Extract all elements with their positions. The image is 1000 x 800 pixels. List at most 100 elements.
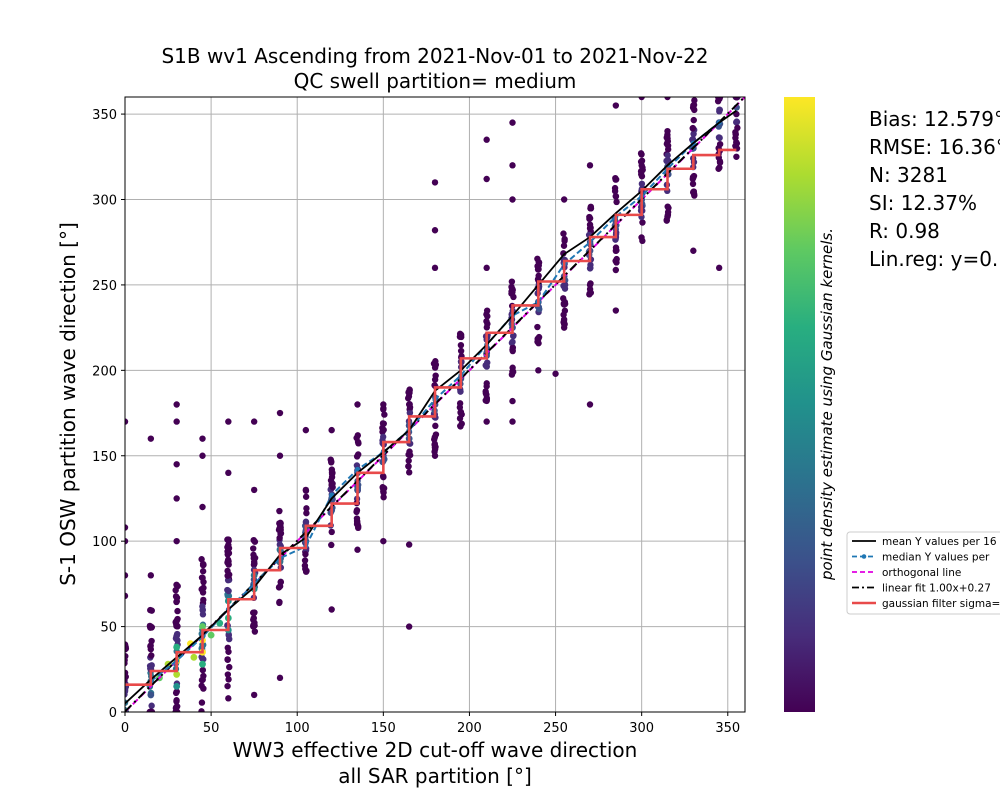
scatter-point	[148, 607, 155, 614]
scatter-point	[586, 281, 594, 289]
scatter-point	[733, 153, 740, 160]
x-tick-label: 250	[543, 721, 568, 736]
scatter-point	[457, 388, 464, 395]
scatter-point	[353, 508, 360, 516]
scatter-point	[716, 159, 724, 166]
scatter-point	[379, 472, 387, 480]
scatter-point	[250, 691, 258, 699]
y-tick-label: 100	[92, 535, 117, 550]
scatter-point	[405, 623, 413, 630]
scatter-point	[482, 362, 489, 369]
x-axis-label-line1: WW3 effective 2D cut-off wave direction	[233, 738, 638, 762]
scatter-point	[198, 574, 206, 581]
scatter-point	[125, 524, 129, 531]
gaussian-filter-line	[125, 148, 737, 686]
scatter-point	[637, 168, 645, 175]
scatter-point	[611, 184, 619, 192]
y-tick-label: 250	[92, 279, 117, 294]
scatter-point	[613, 255, 620, 263]
median-marker	[355, 466, 360, 472]
scatter-point	[431, 264, 439, 272]
scatter-point	[250, 555, 257, 562]
scatter-point	[536, 305, 543, 313]
x-tick-label: 300	[629, 721, 654, 736]
legend-box	[846, 531, 1000, 615]
scatter-point	[483, 175, 490, 183]
scatter-point	[664, 97, 671, 101]
scatter-point	[148, 708, 155, 712]
scatter-point	[431, 227, 439, 234]
chart-title: S1B wv1 Ascending from 2021-Nov-01 to 20…	[161, 44, 708, 68]
scatter-point	[431, 444, 439, 451]
scatter-point	[328, 469, 336, 476]
legend: mean Y values per 16 median Y values per o…	[846, 531, 1000, 615]
scatter-point	[690, 116, 697, 124]
scatter-point	[560, 316, 568, 323]
scatter-point	[354, 546, 361, 553]
legend-label: median Y values per	[882, 552, 990, 564]
scatter-point	[354, 401, 361, 408]
scatter-point	[716, 97, 724, 101]
scatter-point	[301, 557, 309, 564]
scatter-point	[224, 682, 231, 690]
scatter-point	[125, 537, 129, 545]
scatter-point	[552, 370, 559, 377]
scatter-point	[560, 311, 567, 318]
y-tick-label: 50	[100, 621, 117, 636]
scatter-point	[639, 219, 646, 226]
stats-line: N: 3281	[869, 163, 948, 187]
scatter-point	[224, 671, 232, 678]
scatter-point	[406, 451, 414, 459]
scatter-point	[509, 346, 516, 353]
scatter-point	[638, 173, 646, 180]
scatter-point	[174, 623, 181, 630]
scatter-point	[405, 401, 413, 408]
legend-label: mean Y values per 16	[882, 536, 997, 548]
scatter-point	[198, 586, 205, 593]
scatter-point	[457, 409, 464, 416]
scatter-point	[328, 606, 335, 613]
scatter-point	[250, 622, 257, 629]
scatter-point	[147, 642, 154, 649]
scatter-point	[560, 295, 567, 302]
scatter-point	[198, 682, 205, 689]
scatter-point	[613, 198, 620, 206]
scatter-point	[716, 140, 724, 148]
scatter-point	[380, 493, 387, 501]
scatter-point	[690, 188, 698, 195]
scatter-point	[199, 435, 206, 442]
y-tick-label: 150	[92, 450, 117, 465]
x-tick-label: 350	[715, 721, 740, 736]
x-axis-label-line2: all SAR partition [°]	[338, 764, 532, 788]
scatter-point	[328, 528, 335, 536]
scatter-point	[560, 196, 568, 203]
plot-area: 0 50 100 150 200 250 300 350 0 50 100 150 200 250 300…	[92, 96, 746, 736]
scatter-point	[483, 136, 490, 143]
scatter-point	[483, 307, 491, 314]
scatter-point	[715, 165, 722, 172]
scatter-point	[225, 418, 232, 425]
scatter-point	[251, 628, 259, 635]
scatter-point	[638, 162, 645, 169]
scatter-point	[173, 703, 181, 710]
scatter-point	[225, 587, 232, 595]
scatter-point	[125, 652, 129, 660]
scatter-point	[689, 125, 696, 132]
scatter-point	[224, 572, 231, 579]
scatter-point	[483, 318, 490, 325]
scatter-point	[380, 401, 387, 408]
scatter-point	[733, 97, 740, 101]
scatter-point	[276, 534, 283, 542]
scatter-point	[664, 213, 671, 220]
scatter-point	[277, 526, 284, 534]
scatter-point	[483, 264, 490, 272]
scatter-point	[250, 486, 258, 494]
scatter-point	[224, 644, 231, 651]
scatter-point	[509, 162, 516, 169]
scatter-point	[226, 663, 233, 671]
scatter-point	[380, 537, 387, 545]
scatter-point	[225, 541, 232, 549]
scatter-point	[353, 434, 360, 442]
scatter-point	[535, 262, 543, 269]
